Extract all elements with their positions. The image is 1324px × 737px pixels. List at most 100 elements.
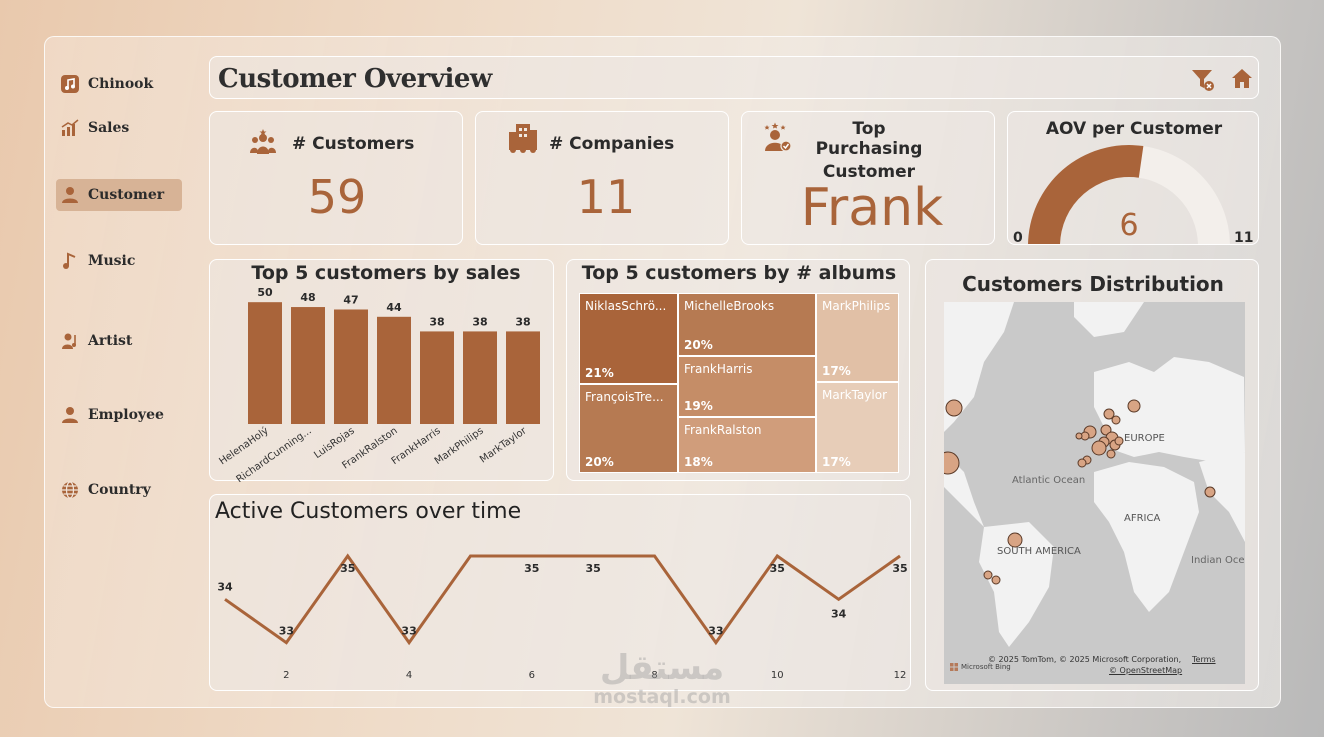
sales-bar[interactable] bbox=[334, 309, 368, 424]
x-tick-label: 2 bbox=[283, 670, 289, 681]
sidebar-item-customer[interactable]: Customer bbox=[56, 179, 182, 211]
bar-data-label: 44 bbox=[386, 301, 402, 314]
sales-bar[interactable] bbox=[291, 307, 325, 424]
artist-icon bbox=[62, 333, 76, 349]
kpi-label: # Customers bbox=[292, 134, 415, 154]
treemap-cell[interactable]: MarkPhilips 17% bbox=[816, 293, 899, 382]
bar-data-label: 48 bbox=[300, 291, 315, 304]
treemap-cell-pct: 20% bbox=[585, 455, 614, 469]
sidebar-item-music[interactable]: Music bbox=[56, 245, 182, 277]
kpi-card-customers: # Customers 59 bbox=[209, 111, 463, 245]
sales-bar[interactable] bbox=[248, 302, 282, 424]
treemap-cell-label: MichelleBrooks bbox=[684, 299, 775, 313]
treemap-cell-label: FrançoisTre... bbox=[585, 390, 664, 404]
customer-bubbles bbox=[944, 399, 1216, 585]
kpi-label: Top Purchasing Customer bbox=[804, 119, 934, 182]
sidebar-item-label: Customer bbox=[88, 187, 165, 203]
kpi-card-aov: AOV per Customer 6 0 11 bbox=[1007, 111, 1259, 245]
watermark-arabic: مستقل bbox=[599, 648, 725, 688]
star-customer-icon bbox=[764, 122, 792, 152]
chart-title: Top 5 customers by # albums bbox=[581, 262, 897, 284]
kpi-label: AOV per Customer bbox=[1045, 119, 1223, 139]
line-data-label: 34 bbox=[831, 607, 847, 620]
kpi-card-top-customer: Top Purchasing Customer Frank bbox=[741, 111, 995, 245]
sidebar-item-label: Sales bbox=[88, 120, 130, 136]
bar-data-label: 38 bbox=[429, 315, 444, 328]
line-data-label: 34 bbox=[217, 580, 233, 593]
world-map bbox=[944, 302, 1245, 647]
page-title: Customer Overview bbox=[218, 64, 492, 94]
treemap-cell-label: NiklasSchrö... bbox=[585, 299, 667, 313]
sales-bar[interactable] bbox=[463, 331, 497, 424]
line-data-label: 35 bbox=[770, 562, 785, 575]
line-data-label: 33 bbox=[708, 625, 723, 638]
sales-bar[interactable] bbox=[506, 331, 540, 424]
active-customers-line[interactable] bbox=[224, 553, 901, 646]
kpi-value: 59 bbox=[307, 170, 367, 224]
chart-title: Top 5 customers by sales bbox=[251, 262, 521, 284]
treemap-cell[interactable]: FrankHarris 19% bbox=[678, 356, 816, 417]
bar-data-label: 38 bbox=[515, 315, 530, 328]
treemap-cell-pct: 18% bbox=[684, 455, 713, 469]
albums-chart-card: Top 5 customers by # albums NiklasSchrö.… bbox=[566, 259, 910, 481]
x-tick-label: 6 bbox=[529, 670, 535, 681]
treemap-cell-pct: 21% bbox=[585, 366, 614, 380]
line-data-label: 35 bbox=[892, 562, 907, 575]
sidebar-item-sales[interactable]: Sales bbox=[56, 112, 182, 144]
bar-data-label: 47 bbox=[343, 293, 358, 306]
sidebar-item-employee[interactable]: Employee bbox=[56, 399, 182, 431]
treemap-cell-label: MarkPhilips bbox=[822, 299, 891, 313]
map-osm-link[interactable]: © OpenStreetMap bbox=[1109, 666, 1183, 675]
sidebar-item-artist[interactable]: Artist bbox=[56, 325, 182, 357]
group-icon bbox=[250, 129, 276, 154]
gauge-value: 6 bbox=[1119, 208, 1139, 243]
x-tick-label: MarkTaylor bbox=[478, 425, 529, 466]
music-app-icon bbox=[61, 75, 79, 93]
bing-logo: Microsoft Bing bbox=[950, 663, 1011, 671]
line-data-label: 33 bbox=[279, 625, 294, 638]
bar-data-label: 38 bbox=[472, 315, 487, 328]
microsoft-logo-icon bbox=[950, 663, 958, 671]
sales-bar[interactable] bbox=[420, 331, 454, 424]
map-view[interactable]: Atlantic Ocean EUROPE AFRICA SOUTH AMERI… bbox=[944, 302, 1245, 684]
treemap-cell[interactable]: MichelleBrooks 20% bbox=[678, 293, 816, 356]
treemap-cell[interactable]: FrankRalston 18% bbox=[678, 417, 816, 473]
sidebar-item-label: Chinook bbox=[88, 76, 154, 92]
kpi-label-line1: Top Purchasing bbox=[815, 119, 923, 159]
aov-gauge bbox=[1028, 145, 1230, 244]
sidebar-item-chinook[interactable]: Chinook bbox=[56, 68, 182, 100]
map-copyright: © 2025 TomTom, © 2025 Microsoft Corporat… bbox=[988, 655, 1182, 664]
watermark-latin: mostaql.com bbox=[593, 686, 731, 708]
active-line-chart: 34 33 35 33 35 35 33 35 34 35 2 4 6 8 10 12 bbox=[217, 553, 908, 681]
gauge-min: 0 bbox=[1013, 230, 1023, 245]
map-card: Customers Distribution bbox=[925, 259, 1259, 691]
kpi-value: Frank bbox=[800, 178, 944, 238]
treemap-cell-label: FrankHarris bbox=[684, 362, 753, 376]
user-icon bbox=[62, 187, 78, 203]
bar-data-label: 50 bbox=[257, 286, 273, 299]
active-customers-card: Active Customers over time 34 33 35 33 35 35 3… bbox=[209, 494, 911, 691]
chart-icon bbox=[61, 119, 79, 136]
clear-filter-icon[interactable] bbox=[1190, 67, 1216, 93]
map-terms-link[interactable]: Terms bbox=[1192, 655, 1216, 664]
sidebar-item-label: Country bbox=[88, 482, 151, 498]
x-tick-label: RichardCunning... bbox=[235, 425, 314, 482]
sidebar-item-label: Employee bbox=[88, 407, 164, 423]
sidebar-item-country[interactable]: Country bbox=[56, 474, 182, 506]
treemap-cell[interactable]: MarkTaylor 17% bbox=[816, 382, 899, 473]
kpi-value: 11 bbox=[576, 170, 636, 224]
sales-chart-card: Top 5 customers by sales 50 HelenaHolý 48 R… bbox=[209, 259, 554, 482]
sales-bar[interactable] bbox=[377, 316, 411, 424]
map-label: EUROPE bbox=[1124, 433, 1165, 444]
home-icon[interactable] bbox=[1230, 67, 1254, 91]
map-label: Atlantic Ocean bbox=[1012, 475, 1086, 486]
treemap-cell[interactable]: FrançoisTre... 20% bbox=[579, 384, 678, 473]
kpi-card-companies: # Companies 11 bbox=[475, 111, 729, 245]
treemap-cell-pct: 17% bbox=[822, 364, 851, 378]
watermark: مستقل mostaql.com bbox=[582, 650, 742, 708]
x-tick-label: 8 bbox=[651, 670, 657, 681]
x-tick-label: 4 bbox=[406, 670, 412, 681]
gauge-max: 11 bbox=[1234, 230, 1254, 245]
treemap-cell-label: FrankRalston bbox=[684, 423, 762, 437]
treemap-cell[interactable]: NiklasSchrö... 21% bbox=[579, 293, 678, 384]
